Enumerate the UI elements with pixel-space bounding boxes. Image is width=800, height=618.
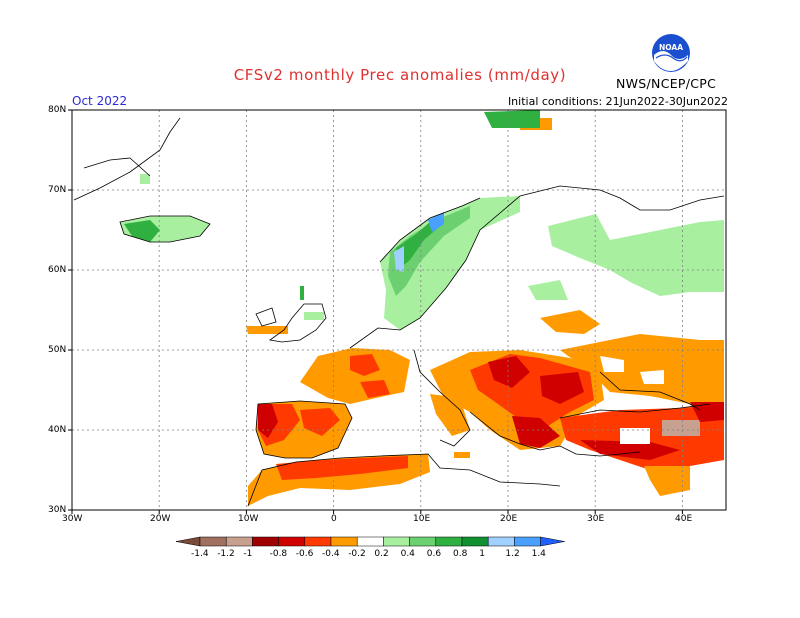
forecast-month: Oct 2022 — [72, 94, 128, 108]
initial-conditions: Initial conditions: 21Jun2022-30Jun2022 — [507, 95, 728, 108]
lat-label: 80N — [48, 105, 67, 115]
legend-label: -1.4 — [191, 549, 209, 559]
graticule-lines — [72, 110, 726, 510]
coastline-layer — [73, 117, 725, 507]
legend-swatch — [225, 536, 253, 547]
legend-label: 1.4 — [531, 549, 546, 559]
legend-swatch — [409, 536, 437, 547]
legend-label: 1.2 — [505, 549, 520, 559]
noaa-logo-icon: NOAA — [652, 34, 690, 72]
lat-label: 50N — [48, 345, 67, 355]
lon-label: 30E — [587, 514, 605, 524]
legend-swatch — [278, 536, 306, 547]
lon-label: 0 — [331, 514, 337, 524]
lon-label: 20E — [500, 514, 518, 524]
legend-label: -0.8 — [269, 549, 288, 559]
lon-label: 20W — [150, 514, 171, 524]
legend-label: 0.2 — [374, 549, 389, 559]
legend-label: -1 — [243, 549, 253, 559]
legend-label: -0.6 — [295, 549, 314, 559]
lat-label: 60N — [48, 265, 67, 275]
legend-swatch — [252, 536, 279, 547]
legend-label: 0.8 — [453, 549, 468, 559]
map-frame — [71, 109, 727, 511]
lat-label: 70N — [48, 185, 67, 195]
legend-swatch — [356, 536, 384, 547]
anomaly-fill-layer — [120, 110, 724, 506]
legend-swatch — [514, 536, 541, 547]
legend-label: 1 — [479, 549, 485, 559]
axis-ticks — [68, 109, 683, 514]
legend-swatch — [461, 536, 489, 547]
legend-label: -0.4 — [322, 549, 340, 559]
lon-label: 10W — [238, 514, 259, 524]
legend-swatch — [383, 536, 410, 547]
lon-label: 40E — [675, 514, 693, 524]
legend-swatch — [304, 536, 332, 547]
legend-label: -1.2 — [217, 549, 235, 559]
logo-text: NOAA — [659, 43, 683, 52]
legend-arrow-high — [540, 536, 565, 547]
legend-label: 0.4 — [400, 549, 415, 559]
legend-swatch — [330, 536, 358, 547]
legend-swatch — [199, 536, 227, 547]
map-title: CFSv2 monthly Prec anomalies (mm/day) — [233, 66, 567, 84]
lon-label: 10E — [413, 514, 431, 524]
legend-label: 0.6 — [426, 549, 442, 559]
lon-label: 30W — [62, 514, 83, 524]
legend-swatch — [435, 536, 463, 547]
lat-label: 30N — [48, 505, 67, 515]
lat-label: 40N — [48, 425, 67, 435]
legend-arrow-low — [175, 536, 201, 547]
legend-label: -0.2 — [348, 549, 366, 559]
agency-label: NWS/NCEP/CPC — [616, 76, 717, 91]
legend-swatch — [487, 536, 515, 547]
